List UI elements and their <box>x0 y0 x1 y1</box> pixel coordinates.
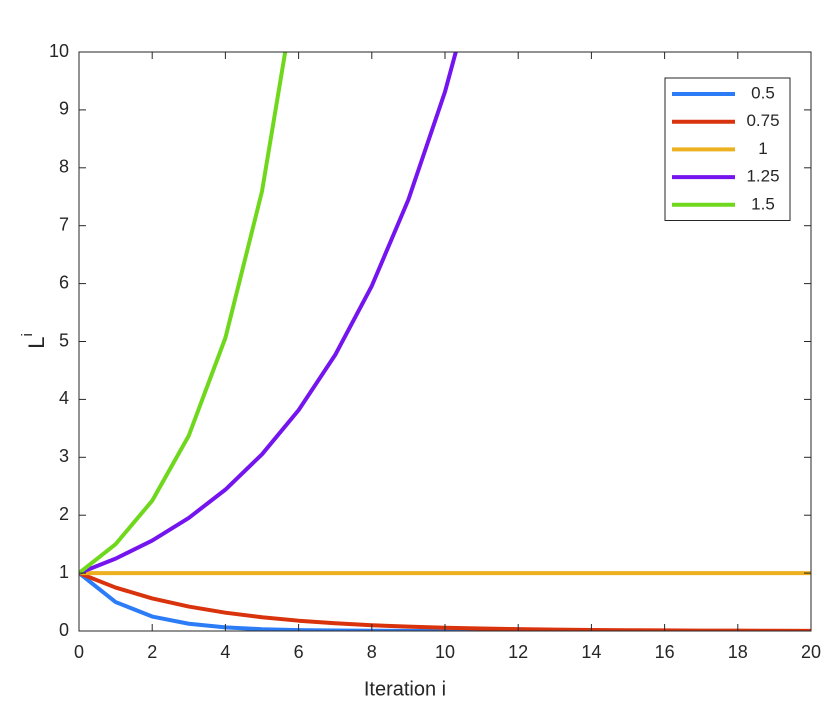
legend-label: 0.5 <box>751 83 775 102</box>
y-tick-label: 2 <box>59 504 69 524</box>
y-tick-label: 1 <box>59 562 69 582</box>
x-tick-label: 0 <box>74 642 84 662</box>
x-tick-label: 18 <box>728 642 748 662</box>
y-tick-label: 10 <box>49 41 69 61</box>
x-tick-label: 8 <box>367 642 377 662</box>
series-line <box>79 571 811 631</box>
y-tick-label: 3 <box>59 446 69 466</box>
y-axis-label-superscript: i <box>19 333 36 336</box>
x-tick-label: 2 <box>147 642 157 662</box>
y-tick-label: 5 <box>59 330 69 350</box>
x-tick-label: 12 <box>508 642 528 662</box>
legend-label: 1 <box>758 139 767 158</box>
x-tick-label: 14 <box>581 642 601 662</box>
x-tick-label: 16 <box>655 642 675 662</box>
y-tick-label: 0 <box>59 620 69 640</box>
x-tick-label: 20 <box>801 642 821 662</box>
series-line <box>79 52 288 575</box>
y-axis-label: Li <box>19 333 49 349</box>
y-tick-label: 4 <box>59 388 69 408</box>
x-axis-label: Iteration i <box>364 678 446 700</box>
series-line <box>79 52 458 575</box>
y-tick-label: 7 <box>59 214 69 234</box>
x-tick-label: 4 <box>220 642 230 662</box>
legend-label: 1.25 <box>746 167 779 186</box>
x-tick-label: 10 <box>435 642 455 662</box>
x-tick-label: 6 <box>294 642 304 662</box>
y-tick-label: 8 <box>59 157 69 177</box>
y-axis-label-base: L <box>24 337 49 349</box>
legend-label: 0.75 <box>746 111 779 130</box>
y-tick-label: 9 <box>59 99 69 119</box>
y-tick-label: 6 <box>59 272 69 292</box>
legend-label: 1.5 <box>751 194 775 213</box>
